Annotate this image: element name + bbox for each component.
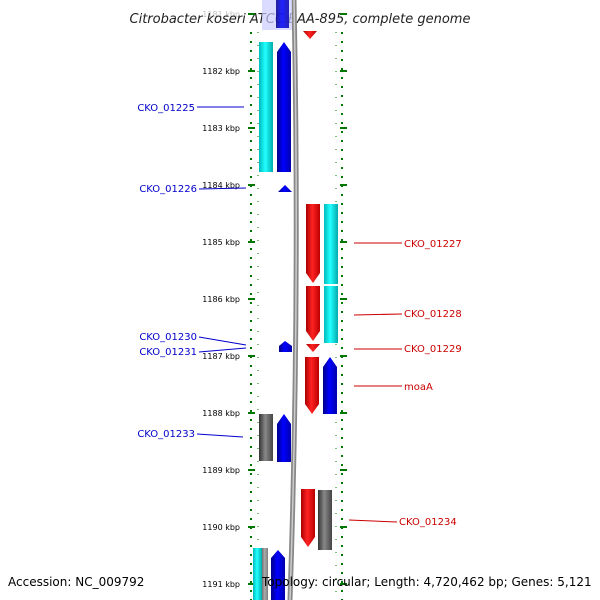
gene-arrow-moaA-blue [323, 357, 337, 414]
label-cko01231[interactable]: CKO_01231 [139, 347, 197, 358]
kbp-tick-label: 1182 kbp [202, 67, 240, 76]
left-labels: CKO_01225 CKO_01226 CKO_01230 CKO_01231 … [137, 103, 247, 440]
gene-cyan-bottom [253, 548, 262, 600]
gene-arrow-cko01234 [301, 489, 315, 547]
label-cko01225[interactable]: CKO_01225 [137, 103, 195, 114]
label-cko01230[interactable]: CKO_01230 [139, 332, 197, 343]
right-labels: CKO_01227 CKO_01228 CKO_01229 moaA CKO_0… [348, 239, 462, 528]
gene-arrow-red-top [303, 31, 317, 39]
kbp-tick-label: 1181 kbp [202, 10, 240, 19]
gene-arrow-cko01233 [277, 414, 291, 462]
gene-cyan-cko01225 [259, 42, 273, 172]
kbp-tick-label: 1190 kbp [202, 523, 240, 532]
label-cko01227[interactable]: CKO_01227 [404, 239, 462, 250]
gene-gray-bottom [262, 548, 268, 600]
leader-cko01234 [348, 519, 398, 523]
label-cko01234[interactable]: CKO_01234 [399, 517, 457, 528]
leader-cko01230 [198, 336, 247, 346]
kbp-ruler: 1181 kbp 1182 kbp 1183 kbp 1184 kbp 1185 kbp… [202, 10, 347, 589]
map-title: Citrobacter koseri ATCC BAA-895, complet… [130, 12, 471, 27]
gene-cyan-cko01228 [324, 286, 338, 343]
label-cko01233[interactable]: CKO_01233 [137, 429, 195, 440]
forward-features [253, 42, 292, 600]
topology-text: Topology: circular; Length: 4,720,462 bp… [261, 575, 592, 589]
leader-cko01226 [198, 187, 247, 190]
top-features [262, 0, 317, 39]
leader-cko01233 [196, 433, 244, 438]
label-cko01226[interactable]: CKO_01226 [139, 184, 197, 195]
gene-arrow-blue-bottom [271, 550, 285, 600]
kbp-tick-label: 1186 kbp [202, 295, 240, 304]
gene-arrow-cko01226 [278, 185, 292, 192]
gene-arrow-blue-top [276, 0, 289, 28]
gene-arrow-cko01229 [306, 344, 320, 352]
reverse-features [301, 204, 338, 550]
leader-cko01228 [353, 313, 403, 316]
label-moaA[interactable]: moaA [404, 382, 433, 393]
leader-cko01231 [198, 347, 247, 353]
gene-arrow-moaA [305, 357, 319, 414]
gene-arrow-cko01230 [279, 341, 292, 352]
backbone-highlight [289, 0, 297, 600]
kbp-tick-label: 1187 kbp [202, 352, 240, 361]
accession-text: Accession: NC_009792 [8, 575, 144, 589]
kbp-tick-label: 1183 kbp [202, 124, 240, 133]
gene-arrow-cko01227 [306, 204, 320, 283]
kbp-tick-label: 1189 kbp [202, 466, 240, 475]
label-cko01229[interactable]: CKO_01229 [404, 344, 462, 355]
gene-gray-cko01234 [318, 490, 332, 550]
gene-cyan-cko01227 [324, 204, 338, 284]
gene-arrow-cko01228 [306, 286, 320, 341]
kbp-tick-label: 1184 kbp [202, 181, 240, 190]
gene-arrow-cko01225 [277, 42, 291, 172]
label-cko01228[interactable]: CKO_01228 [404, 309, 462, 320]
kbp-tick-label: 1185 kbp [202, 238, 240, 247]
gene-gray-cko01233 [259, 414, 273, 461]
kbp-tick-label: 1191 kbp [202, 580, 240, 589]
kbp-tick-label: 1188 kbp [202, 409, 240, 418]
